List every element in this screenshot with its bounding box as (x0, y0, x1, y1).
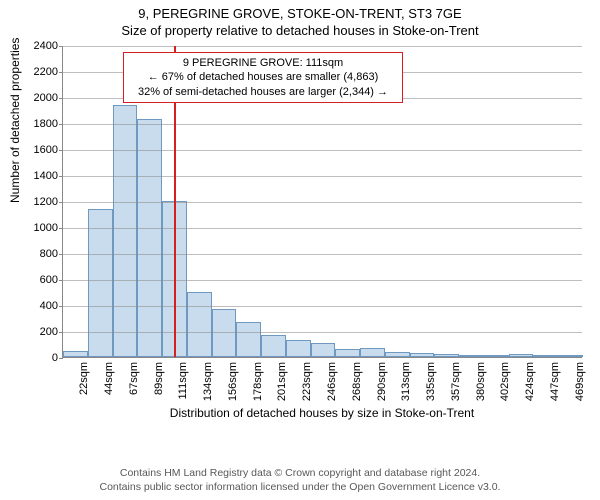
y-tick-label: 200 (24, 326, 58, 338)
y-tick-label: 2000 (24, 92, 58, 104)
x-tick-label: 178sqm (252, 362, 264, 401)
histogram-bar (113, 105, 138, 357)
x-tick-label: 424sqm (524, 362, 536, 401)
histogram-bar (236, 322, 261, 357)
y-tick-label: 1200 (24, 196, 58, 208)
histogram-bar (137, 119, 162, 357)
histogram-bar (558, 355, 583, 357)
y-tick-label: 1800 (24, 118, 58, 130)
histogram-bar (533, 355, 558, 357)
histogram-bar (187, 292, 212, 357)
y-tick-label: 800 (24, 248, 58, 260)
chart-area: 9 PEREGRINE GROVE: 111sqm ← 67% of detac… (62, 46, 582, 406)
y-tick-label: 0 (24, 352, 58, 364)
x-tick-label: 111sqm (177, 362, 189, 400)
histogram-bar (385, 352, 410, 357)
x-tick-label: 201sqm (276, 362, 288, 401)
y-tick-label: 1600 (24, 144, 58, 156)
x-tick-label: 268sqm (351, 362, 363, 401)
x-tick-label: 67sqm (128, 362, 140, 395)
x-axis-label: Distribution of detached houses by size … (62, 406, 582, 420)
histogram-bar (63, 351, 88, 358)
x-tick-label: 357sqm (450, 362, 462, 401)
histogram-bar (261, 335, 286, 357)
x-tick-label: 313sqm (400, 362, 412, 401)
footer-line2: Contains public sector information licen… (0, 480, 600, 494)
x-tick-label: 335sqm (425, 362, 437, 401)
histogram-bar (286, 340, 311, 357)
x-tick-label: 290sqm (376, 362, 388, 401)
annotation-line1: 9 PEREGRINE GROVE: 111sqm (130, 56, 396, 70)
chart-title-line2: Size of property relative to detached ho… (0, 21, 600, 42)
histogram-bar (484, 355, 509, 357)
y-tick-label: 1400 (24, 170, 58, 182)
x-tick-label: 380sqm (475, 362, 487, 401)
annotation-line3: 32% of semi-detached houses are larger (… (130, 85, 396, 99)
x-tick-label: 89sqm (153, 362, 165, 395)
footer-attribution: Contains HM Land Registry data © Crown c… (0, 466, 600, 494)
x-tick-label: 469sqm (574, 362, 586, 401)
annotation-box: 9 PEREGRINE GROVE: 111sqm ← 67% of detac… (123, 52, 403, 103)
y-tick-label: 600 (24, 274, 58, 286)
x-tick-label: 447sqm (549, 362, 561, 401)
x-tick-label: 246sqm (326, 362, 338, 401)
histogram-bar (410, 353, 435, 357)
y-tick-label: 1000 (24, 222, 58, 234)
histogram-bar (459, 355, 484, 357)
y-tick-label: 400 (24, 300, 58, 312)
histogram-bar (88, 209, 113, 357)
x-tick-label: 156sqm (227, 362, 239, 401)
footer-line1: Contains HM Land Registry data © Crown c… (0, 466, 600, 480)
histogram-bar (335, 349, 360, 357)
chart-title-line1: 9, PEREGRINE GROVE, STOKE-ON-TRENT, ST3 … (0, 0, 600, 21)
x-tick-label: 22sqm (78, 362, 90, 395)
x-tick-label: 223sqm (301, 362, 313, 401)
x-tick-label: 44sqm (103, 362, 115, 395)
histogram-bar (434, 354, 459, 357)
y-axis-label: Number of detached properties (8, 38, 22, 203)
y-tick-label: 2400 (24, 40, 58, 52)
histogram-bar (360, 348, 385, 357)
histogram-bar (311, 343, 336, 357)
annotation-line2: ← 67% of detached houses are smaller (4,… (130, 70, 396, 84)
x-tick-label: 402sqm (499, 362, 511, 401)
histogram-bar (509, 354, 534, 357)
plot-area: 9 PEREGRINE GROVE: 111sqm ← 67% of detac… (62, 46, 582, 358)
x-tick-label: 134sqm (202, 362, 214, 401)
y-tick-label: 2200 (24, 66, 58, 78)
